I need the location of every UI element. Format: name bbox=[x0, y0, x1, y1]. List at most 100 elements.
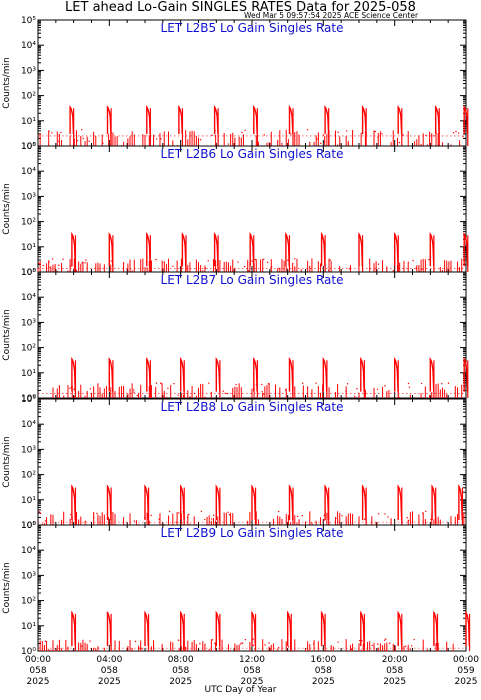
data-point bbox=[210, 518, 213, 520]
y-tick-label: 10⁰ bbox=[21, 394, 36, 404]
y-tick-label: 10⁴ bbox=[21, 293, 36, 303]
spike bbox=[213, 231, 219, 267]
data-point bbox=[252, 638, 254, 640]
data-point bbox=[284, 389, 287, 391]
data-point bbox=[413, 638, 415, 641]
data-point bbox=[404, 645, 407, 647]
data-point bbox=[81, 262, 83, 264]
data-point bbox=[226, 392, 229, 395]
data-point bbox=[81, 129, 83, 131]
data-point bbox=[173, 382, 175, 385]
data-point bbox=[263, 134, 266, 136]
data-point bbox=[409, 648, 411, 651]
y-tick-label: 10¹ bbox=[21, 369, 36, 379]
spike bbox=[320, 231, 326, 267]
data-point bbox=[425, 510, 427, 513]
spike bbox=[288, 484, 294, 521]
y-tick-label: 10³ bbox=[21, 66, 36, 76]
data-point bbox=[270, 267, 272, 269]
data-point bbox=[346, 130, 348, 132]
data-point bbox=[224, 392, 226, 395]
data-point bbox=[139, 647, 141, 649]
spike bbox=[253, 104, 258, 134]
data-point bbox=[227, 511, 229, 513]
data-point bbox=[381, 133, 383, 135]
data-point bbox=[84, 262, 86, 264]
data-point bbox=[228, 514, 230, 516]
spike bbox=[106, 105, 112, 134]
x-tick-label: 2025 bbox=[312, 677, 335, 687]
data-point bbox=[320, 142, 322, 145]
spike bbox=[394, 356, 399, 392]
spike bbox=[146, 104, 151, 134]
data-point bbox=[384, 385, 386, 387]
data-point bbox=[211, 134, 213, 137]
spike bbox=[144, 610, 149, 647]
panel-title: LET L2B5 Lo Gain Singles Rate bbox=[161, 21, 344, 35]
data-point bbox=[38, 511, 41, 513]
data-point bbox=[251, 260, 253, 262]
data-point bbox=[89, 388, 92, 390]
spike bbox=[285, 231, 290, 267]
data-point bbox=[420, 382, 423, 385]
panel-title: LET L2B9 Lo Gain Singles Rate bbox=[161, 526, 344, 540]
panel-title: LET L2B6 Lo Gain Singles Rate bbox=[161, 147, 344, 161]
data-point bbox=[235, 383, 237, 386]
chart-panel-1: 10⁰ 10¹ 10² 10³ 10⁴ 10⁵ Counts/min LET L2B5 Lo … bbox=[2, 16, 469, 152]
data-point bbox=[329, 259, 332, 262]
spike bbox=[288, 356, 294, 392]
data-point bbox=[241, 131, 243, 134]
y-tick-label: 10² bbox=[21, 344, 36, 354]
data-point bbox=[430, 518, 432, 521]
data-point bbox=[186, 516, 189, 519]
data-point bbox=[287, 646, 290, 648]
x-tick-label: 2025 bbox=[169, 677, 192, 687]
data-point bbox=[455, 130, 457, 133]
data-point bbox=[204, 267, 207, 269]
panel-title: LET L2B8 Lo Gain Singles Rate bbox=[161, 400, 344, 414]
x-tick-label: 04:00 bbox=[96, 655, 122, 665]
y-axis-label: Counts/min bbox=[2, 562, 12, 613]
data-point bbox=[163, 261, 166, 263]
data-point bbox=[222, 390, 225, 392]
chart-panel-3: 10⁰ 10¹ 10² 10³ 10⁴ 10⁵ Counts/min LET L2B7 Lo … bbox=[2, 268, 469, 404]
x-tick-label: 00:00 bbox=[453, 655, 479, 665]
data-point bbox=[204, 518, 206, 521]
x-tick-label: 059 bbox=[457, 666, 474, 676]
y-axis-label: Counts/min bbox=[2, 57, 12, 108]
spike bbox=[288, 104, 294, 134]
y-tick-label: 10¹ bbox=[21, 117, 36, 127]
data-point bbox=[254, 258, 257, 261]
x-tick-label: 08:00 bbox=[168, 655, 194, 665]
data-point bbox=[292, 262, 294, 264]
data-point bbox=[421, 512, 424, 514]
data-point bbox=[193, 392, 196, 395]
x-axis-title: UTC Day of Year bbox=[204, 685, 277, 695]
spike bbox=[431, 484, 437, 521]
spike bbox=[358, 232, 363, 267]
data-point bbox=[69, 387, 71, 390]
data-point bbox=[81, 645, 83, 647]
data-point bbox=[88, 140, 90, 142]
data-point bbox=[207, 260, 209, 262]
spike bbox=[397, 610, 403, 647]
data-point bbox=[425, 134, 427, 137]
data-point bbox=[84, 520, 87, 522]
data-point bbox=[420, 268, 423, 271]
data-point bbox=[263, 258, 265, 260]
data-point bbox=[44, 520, 47, 522]
data-point bbox=[322, 134, 325, 136]
data-point bbox=[155, 258, 157, 261]
y-tick-label: 10¹ bbox=[21, 622, 36, 632]
data-point bbox=[387, 516, 389, 518]
x-tick-label: 2025 bbox=[98, 677, 121, 687]
data-point bbox=[211, 639, 214, 641]
data-point bbox=[89, 640, 91, 642]
data-point bbox=[374, 130, 376, 133]
x-tick-label: 058 bbox=[101, 666, 118, 676]
spike bbox=[106, 484, 112, 521]
data-point bbox=[377, 643, 379, 645]
spike bbox=[71, 610, 76, 647]
y-tick-label: 10⁵ bbox=[21, 142, 36, 152]
